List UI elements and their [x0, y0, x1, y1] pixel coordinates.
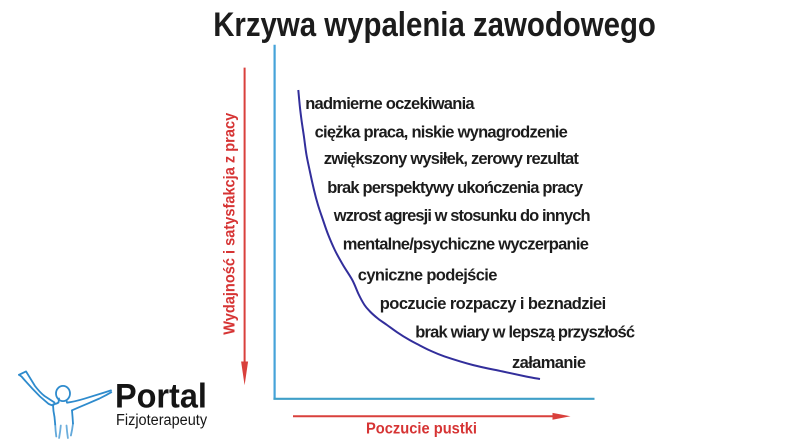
svg-text:brak perspektywy ukończenia pr: brak perspektywy ukończenia pracy — [327, 179, 584, 197]
svg-text:cyniczne podejście: cyniczne podejście — [358, 267, 498, 285]
svg-text:wzrost agresji w stosunku do i: wzrost agresji w stosunku do innych — [333, 207, 591, 225]
svg-text:brak wiary w lepszą przyszłość: brak wiary w lepszą przyszłość — [415, 324, 635, 342]
svg-text:nadmierne oczekiwania: nadmierne oczekiwania — [305, 95, 475, 113]
svg-text:ciężka praca, niskie wynagrodz: ciężka praca, niskie wynagrodzenie — [315, 123, 568, 141]
svg-text:Poczucie pustki: Poczucie pustki — [366, 421, 477, 438]
svg-text:poczucie rozpaczy i beznadziei: poczucie rozpaczy i beznadziei — [380, 295, 606, 313]
svg-text:Wydajność i satysfakcja z prac: Wydajność i satysfakcja z pracy — [222, 112, 239, 334]
svg-text:Portal: Portal — [115, 378, 207, 416]
svg-text:Krzywa wypalenia zawodowego: Krzywa wypalenia zawodowego — [213, 6, 656, 44]
svg-text:mentalne/psychiczne wyczerpani: mentalne/psychiczne wyczerpanie — [343, 236, 589, 254]
svg-text:zwiększony wysiłek, zerowy rez: zwiększony wysiłek, zerowy rezultat — [324, 150, 580, 168]
svg-text:Fizjoterapeuty: Fizjoterapeuty — [116, 412, 207, 429]
svg-text:załamanie: załamanie — [512, 354, 586, 372]
